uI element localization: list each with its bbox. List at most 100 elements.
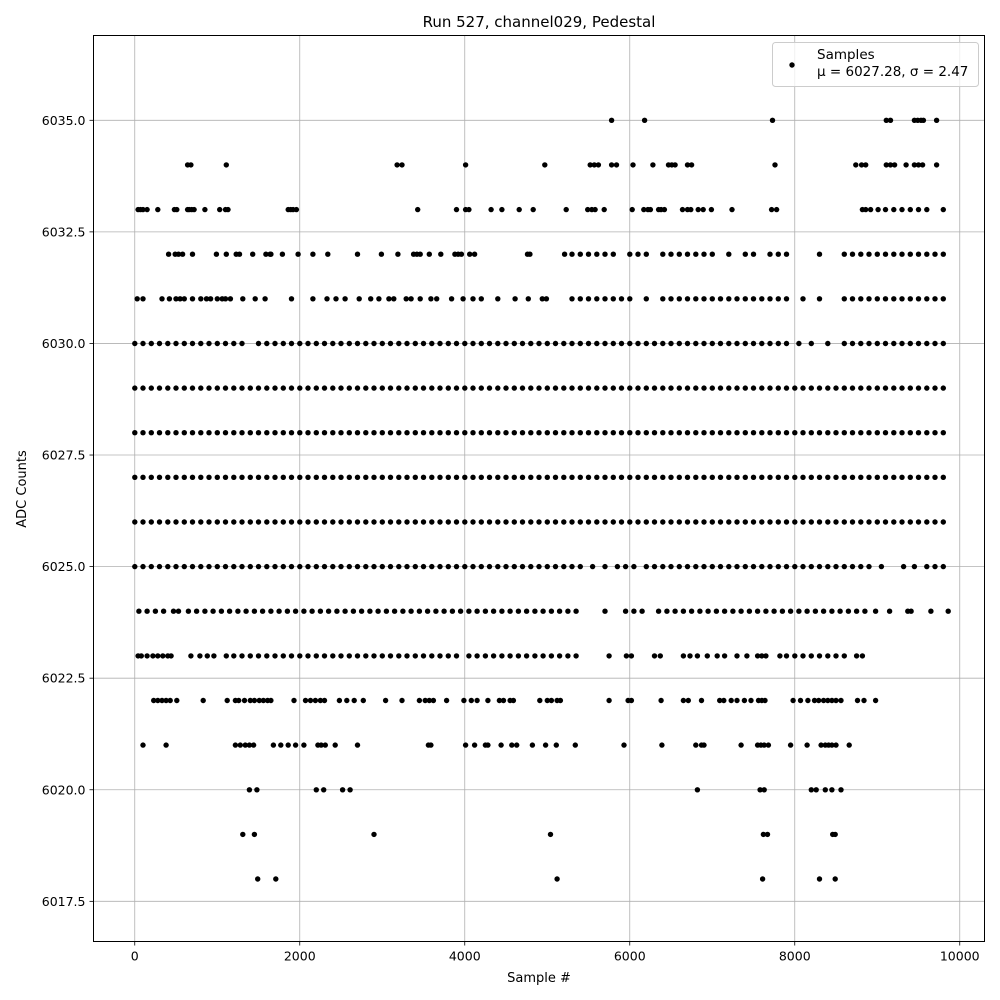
data-point: [841, 563, 847, 570]
data-point: [548, 608, 555, 614]
data-point: [516, 206, 522, 213]
data-point: [198, 519, 204, 525]
data-point: [445, 430, 451, 436]
data-point: [816, 876, 823, 882]
data-point: [882, 430, 889, 436]
data-point: [543, 296, 550, 302]
data-point: [833, 563, 839, 570]
data-point: [765, 742, 772, 748]
data-point: [443, 697, 450, 704]
data-point: [486, 340, 493, 347]
data-point: [816, 697, 822, 704]
legend-marker: [789, 62, 795, 68]
data-point: [734, 697, 740, 704]
data-point: [863, 162, 869, 168]
data-point: [915, 430, 922, 436]
data-point: [387, 519, 394, 525]
data-point: [354, 653, 361, 659]
data-point: [697, 608, 703, 614]
data-point: [165, 251, 172, 257]
data-point: [264, 340, 270, 347]
data-point: [214, 563, 220, 570]
data-point: [940, 430, 946, 436]
data-point: [471, 251, 478, 257]
data-point: [825, 385, 831, 391]
data-point: [387, 430, 394, 436]
data-point: [618, 385, 625, 391]
data-point: [915, 251, 922, 257]
data-point: [490, 608, 497, 614]
data-point: [395, 251, 401, 257]
data-point: [188, 653, 194, 659]
axis-ticks: 0 2000 4000 6000 8000 10000 6017.5 6020.0 6022.5…: [42, 113, 980, 964]
data-point: [643, 385, 649, 391]
data-point: [189, 430, 196, 436]
data-point: [577, 251, 583, 257]
data-point: [198, 563, 204, 570]
data-point: [610, 385, 616, 391]
data-point: [863, 206, 869, 213]
data-point: [297, 340, 303, 347]
data-point: [313, 519, 319, 525]
data-point: [519, 474, 526, 480]
data-point: [255, 340, 262, 347]
data-point: [264, 653, 270, 659]
data-point: [587, 162, 593, 168]
data-point: [214, 430, 220, 436]
data-point: [496, 697, 503, 704]
data-point: [924, 385, 930, 391]
data-point: [138, 653, 144, 659]
data-point: [717, 430, 724, 436]
data-point: [859, 653, 866, 659]
data-point: [181, 340, 187, 347]
data-point: [532, 653, 538, 659]
data-point: [232, 742, 239, 748]
data-point: [891, 296, 897, 302]
data-point: [641, 117, 648, 124]
data-point: [757, 787, 763, 793]
data-point: [822, 787, 828, 793]
data-point: [474, 697, 480, 704]
data-point: [685, 697, 691, 704]
data-point: [499, 206, 505, 213]
data-point: [775, 563, 781, 570]
data-point: [874, 385, 880, 391]
data-point: [618, 519, 625, 525]
data-point: [363, 563, 369, 570]
data-point: [748, 697, 754, 704]
data-point: [940, 251, 946, 257]
data-point: [608, 117, 615, 124]
data-point: [651, 563, 658, 570]
data-point: [940, 296, 946, 302]
data-point: [761, 742, 767, 748]
data-point: [165, 563, 171, 570]
data-point: [932, 340, 938, 347]
data-point: [542, 742, 549, 748]
data-point: [601, 206, 607, 213]
data-point: [808, 519, 814, 525]
data-point: [536, 430, 542, 436]
data-point: [198, 296, 204, 302]
legend: Samples μ = 6027.28, σ = 2.47: [772, 42, 979, 87]
data-point: [561, 474, 567, 480]
data-point: [635, 430, 641, 436]
data-point: [499, 653, 505, 659]
data-point: [940, 563, 946, 570]
data-point: [650, 162, 656, 168]
data-point: [932, 296, 938, 302]
data-point: [610, 251, 616, 257]
data-point: [227, 296, 234, 302]
data-point: [585, 296, 592, 302]
data-point: [371, 831, 377, 838]
data-point: [907, 519, 913, 525]
data-point: [915, 474, 922, 480]
data-point: [330, 563, 336, 570]
data-point: [907, 206, 913, 213]
data-point: [156, 563, 163, 570]
data-point: [759, 430, 765, 436]
data-point: [635, 340, 641, 347]
data-point: [495, 519, 501, 525]
data-point: [430, 697, 437, 704]
data-point: [883, 117, 889, 124]
